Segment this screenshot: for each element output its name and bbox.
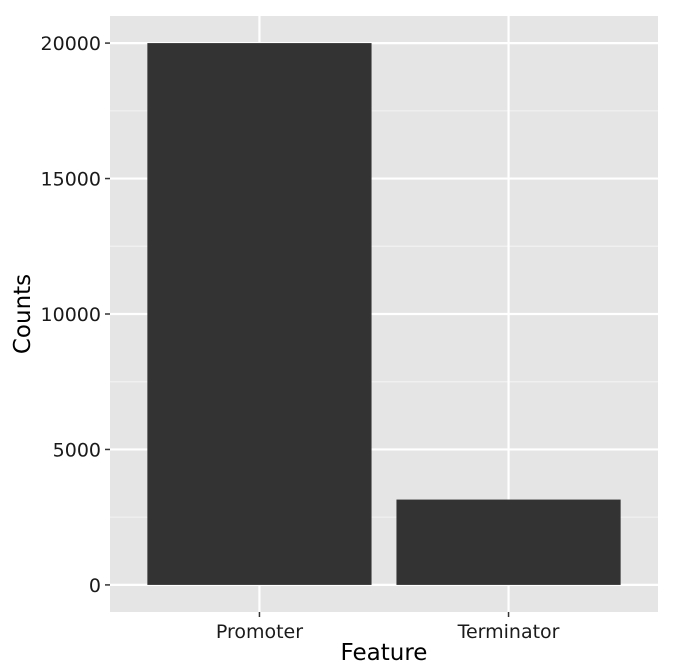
y-tick-label: 20000 — [41, 33, 101, 55]
y-tick-label: 0 — [89, 575, 101, 597]
bar-terminator — [396, 499, 621, 585]
y-axis: 0 5000 10000 15000 20000 — [41, 33, 110, 597]
x-tick-label: Promoter — [216, 621, 303, 643]
y-tick-label: 10000 — [41, 304, 101, 326]
x-axis-title: Feature — [341, 640, 428, 666]
y-tick-label: 5000 — [53, 439, 101, 461]
x-axis: Promoter Terminator — [216, 612, 560, 643]
y-tick-label: 15000 — [41, 169, 101, 191]
y-axis-title: Counts — [10, 274, 36, 354]
bars — [147, 43, 621, 585]
bar-promoter — [147, 43, 372, 585]
x-tick-label: Terminator — [457, 621, 560, 643]
